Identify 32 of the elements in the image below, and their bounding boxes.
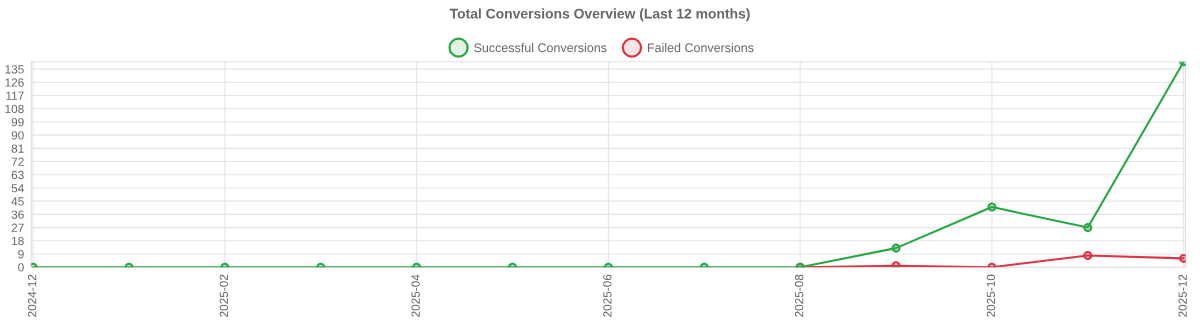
y-tick-label: 45 — [11, 197, 24, 206]
x-tick-label: 2025-04 — [411, 274, 420, 317]
y-tick-label: 18 — [12, 236, 24, 246]
x-tick-label: 2024-12 — [27, 274, 37, 317]
point — [891, 243, 901, 253]
y-tick-label: 126 — [5, 78, 24, 87]
y-tick-label: 63 — [11, 170, 24, 180]
legend-label: Failed Conversions — [647, 42, 754, 53]
y-tick-label: 0 — [18, 263, 24, 272]
y-tick-label: 117 — [6, 91, 24, 100]
chart-title: Total Conversions Overview (Last 12 months) — [449, 8, 750, 22]
line-series — [31, 61, 1186, 268]
x-tick-label: 2025-06 — [603, 274, 612, 317]
y-tick-label: 108 — [5, 104, 24, 114]
y-tick-label: 81 — [11, 144, 24, 153]
legend-label: Successful Conversions — [474, 42, 607, 53]
point — [1083, 250, 1093, 260]
x-tick-label: 2025-02 — [219, 274, 229, 317]
y-tick-label: 90 — [11, 131, 24, 140]
x-tick-label: 2025-08 — [794, 274, 804, 317]
y-tick-label: 27 — [11, 223, 24, 232]
y-tick-label: 9 — [18, 250, 24, 259]
y-tick-label: 72 — [11, 157, 24, 166]
y-tick-label: 36 — [11, 210, 24, 219]
y-tick-label: 135 — [5, 65, 24, 74]
y-tick-label: 54 — [11, 184, 24, 193]
x-tick-label: 2025-10 — [986, 274, 996, 317]
point — [987, 202, 997, 212]
point — [891, 261, 901, 268]
x-tick-label: 2025-12 — [1178, 274, 1187, 317]
point — [1083, 223, 1093, 233]
y-tick-label: 99 — [11, 117, 24, 127]
